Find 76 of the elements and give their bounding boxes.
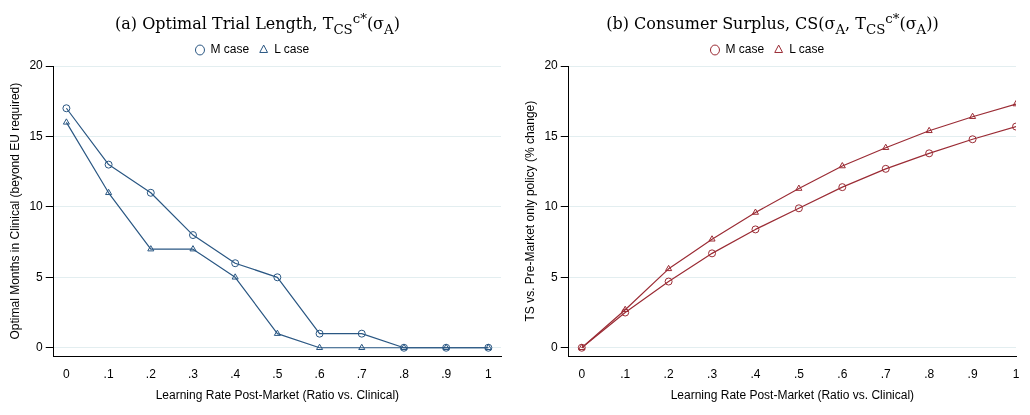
chart-title: (b) Consumer Surplus, CS(σ$_{A}$, T$_{CS}$$^{c*}$(σ$_{A}$))	[605, 10, 940, 37]
x-axis-title: Learning Rate Post-Market (Ratio vs. Clinical)	[670, 388, 915, 403]
point	[231, 273, 239, 280]
y-axis-title: Optimal Months in Clinical (beyond EU required)	[7, 82, 22, 340]
y-tick-label: 5	[36, 269, 44, 284]
x-tick-label: .2	[663, 366, 674, 381]
point	[665, 264, 673, 272]
point	[794, 204, 803, 213]
x-tick-label: .6	[837, 366, 848, 381]
x-tick-label: .9	[967, 366, 978, 381]
point	[881, 164, 890, 173]
y-tick-label: 10	[544, 199, 559, 214]
point	[925, 126, 933, 134]
y-tick-label: 15	[544, 128, 559, 143]
x-tick-label: 0	[578, 366, 586, 381]
point	[357, 329, 366, 338]
x-tick-label: .5	[793, 366, 805, 381]
point	[62, 104, 71, 113]
x-tick-label: .3	[707, 366, 718, 381]
x-tick-label: .8	[924, 366, 935, 381]
point	[273, 273, 282, 282]
x-tick-label: .1	[620, 366, 631, 381]
x-tick-label: 0	[63, 366, 71, 381]
point	[316, 343, 324, 350]
x-tick-label: .9	[441, 366, 452, 381]
point	[189, 245, 197, 252]
point	[273, 329, 281, 336]
point	[147, 245, 155, 252]
y-tick-label: 10	[29, 199, 44, 214]
x-tick-label: .2	[145, 366, 157, 381]
y-tick-label: 5	[551, 269, 559, 284]
legend-label: M case	[210, 42, 250, 57]
y-tick-label: 20	[29, 58, 44, 73]
point	[795, 184, 803, 191]
y-tick-label: 0	[551, 340, 559, 355]
legend-label: M case	[725, 42, 765, 57]
y-tick-label: 0	[36, 340, 44, 355]
point	[708, 235, 716, 242]
point	[838, 183, 847, 192]
x-tick-label: .7	[356, 366, 368, 381]
x-tick-label: 1	[485, 366, 492, 381]
y-tick-label: 20	[544, 58, 559, 73]
x-tick-label: .4	[230, 366, 241, 381]
x-tick-label: .6	[314, 366, 325, 381]
point	[751, 208, 759, 215]
x-tick-label: .8	[398, 366, 410, 381]
legend-label: L case	[274, 42, 310, 57]
y-axis-title: TS vs. Pre-Market only policy (% change)	[522, 100, 537, 322]
point	[105, 188, 113, 196]
point	[188, 231, 197, 240]
x-tick-label: 1	[1012, 366, 1020, 381]
x-tick-label: .5	[272, 366, 283, 381]
x-tick-label: .7	[880, 366, 892, 381]
x-tick-label: .3	[187, 366, 199, 381]
point	[358, 343, 366, 350]
point	[882, 143, 890, 150]
point	[751, 225, 760, 234]
point	[104, 160, 113, 169]
point	[708, 249, 717, 258]
x-tick-label: .1	[103, 366, 114, 381]
legend-label: L case	[789, 42, 825, 57]
y-tick-label: 15	[29, 128, 44, 143]
point	[621, 308, 630, 317]
point	[968, 135, 977, 144]
point	[838, 162, 846, 169]
point	[969, 112, 977, 119]
point	[146, 188, 155, 197]
point	[231, 259, 240, 268]
point	[62, 118, 70, 125]
x-tick-label: .4	[750, 366, 761, 381]
point	[664, 277, 673, 286]
point	[315, 329, 324, 338]
x-axis-title: Learning Rate Post-Market (Ratio vs. Clinical)	[155, 388, 400, 403]
point	[925, 149, 934, 158]
point	[621, 305, 629, 312]
chart-title: (a) Optimal Trial Length, T$_{CS}$$^{c*}$(σ$_{A}$)	[114, 10, 401, 37]
